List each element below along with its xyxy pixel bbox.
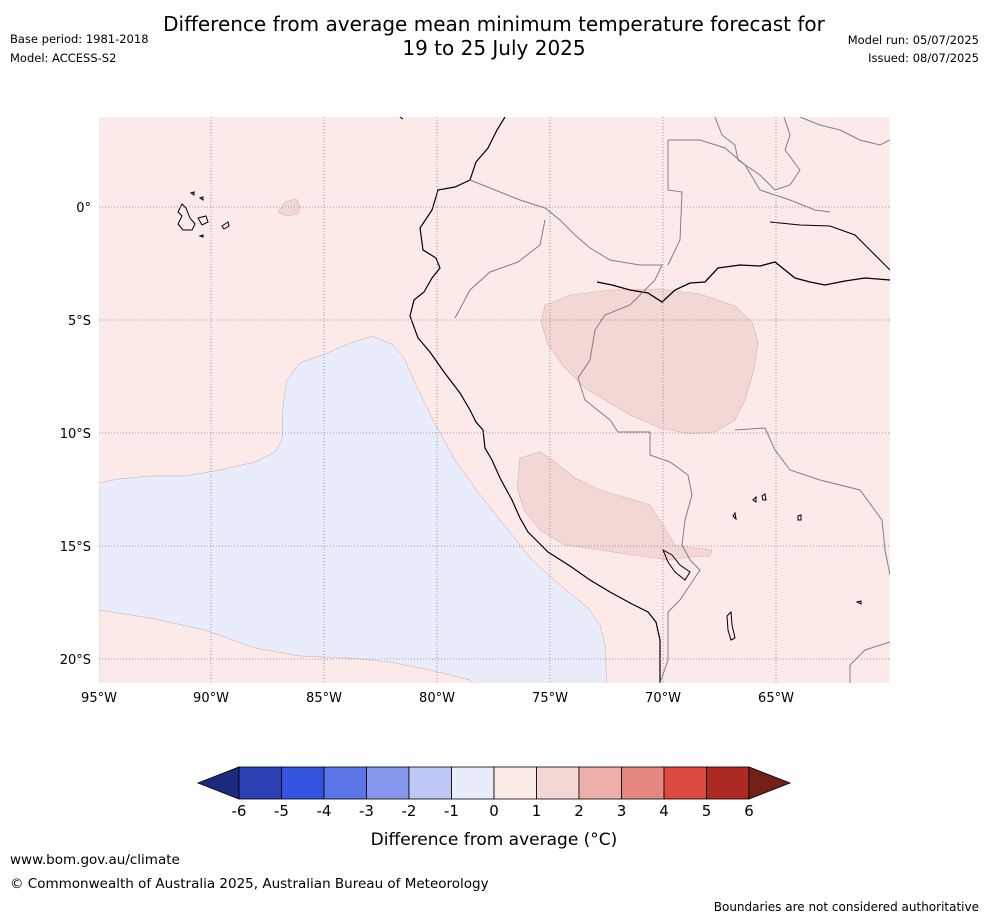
colorbar-tick-label: -2 [402,802,417,820]
coastline [409,117,661,683]
lake-titicaca [661,548,691,581]
colorbar-label: Difference from average (°C) [371,830,618,850]
colorbar-segment [451,766,495,800]
colorbar-tick-label: 0 [489,802,499,820]
lon-label: 90°W [193,691,229,706]
galapagos-islands [177,191,230,238]
colorbar-segment [238,766,282,800]
footer-copyright: © Commonwealth of Australia 2025, Austra… [10,876,489,892]
colorbar-tick-labels: -6 -5 -4 -3 -2 -1 0 1 2 3 4 5 6 [232,802,754,820]
colorbar-segment [578,766,622,800]
colorbar-tick-label: 6 [744,802,754,820]
lat-label: 10°S [60,427,91,442]
lat-label: 5°S [68,314,91,329]
footer-boundary-note: Boundaries are not considered authoritat… [713,900,979,914]
colorbar-segment [493,766,537,800]
colorbar-tick-label: 3 [617,802,627,820]
base-period-text: Base period: 1981-2018 [10,32,149,46]
colorbar-segments [196,766,792,800]
amazon-river-tributary [769,221,890,271]
lon-label: 65°W [758,691,794,706]
footer-url[interactable]: www.bom.gov.au/climate [10,852,180,868]
colorbar-segment [536,766,580,800]
amazon-river [596,261,890,303]
caribbean-coast [399,117,404,120]
map-gridlines [99,117,890,683]
colorbar-segment [663,766,707,800]
lon-label: 80°W [419,691,455,706]
southern-neutral-band [99,609,474,683]
colorbar-segment [323,766,367,800]
colorbar-tick-label: -3 [359,802,374,820]
title-line-2: 19 to 25 July 2025 [402,36,586,60]
map-title: Difference from average mean minimum tem… [0,12,988,60]
lon-label: 85°W [306,691,342,706]
colorbar-segment [621,766,665,800]
small-lakes [726,493,862,641]
latitude-labels: 0° 5°S 10°S 15°S 20°S [60,201,91,668]
colorbar-legend: -6 -5 -4 -3 -2 -1 0 1 2 3 4 5 6 Difference from aver… [196,766,792,850]
lat-label: 0° [76,201,91,216]
colorbar-tick-label: -1 [444,802,459,820]
ocean-cool-region [99,335,607,683]
lon-label: 70°W [645,691,681,706]
colorbar-segment [366,766,410,800]
lat-label: 15°S [60,540,91,555]
peru-bolivia-warm-region [516,451,713,561]
colorbar-tick-label: 4 [659,802,669,820]
colorbar-segment [408,766,452,800]
title-line-1: Difference from average mean minimum tem… [163,12,825,36]
colorbar-tick-label: 2 [574,802,584,820]
galapagos-warm-region [277,198,301,217]
colorbar-tick-label: -4 [317,802,332,820]
lon-label: 75°W [532,691,568,706]
colorbar-extend-low [196,766,240,800]
issued-text: Issued: 08/07/2025 [868,51,979,65]
colorbar-segment [281,766,325,800]
model-run-text: Model run: 05/07/2025 [847,33,979,47]
country-borders [454,117,890,683]
colorbar-segment [706,766,750,800]
model-text: Model: ACCESS-S2 [10,51,117,65]
colorbar-tick-label: -5 [274,802,289,820]
colorbar-tick-label: 1 [532,802,542,820]
colorbar-tick-label: -6 [232,802,247,820]
colorbar-extend-high [748,766,792,800]
lon-label: 95°W [81,691,117,706]
longitude-labels: 95°W 90°W 85°W 80°W 75°W 70°W 65°W [81,691,794,706]
lat-label: 20°S [60,653,91,668]
colorbar-tick-label: 5 [702,802,712,820]
forecast-map: 95°W 90°W 85°W 80°W 75°W 70°W 65°W 0° 5°… [60,117,890,706]
